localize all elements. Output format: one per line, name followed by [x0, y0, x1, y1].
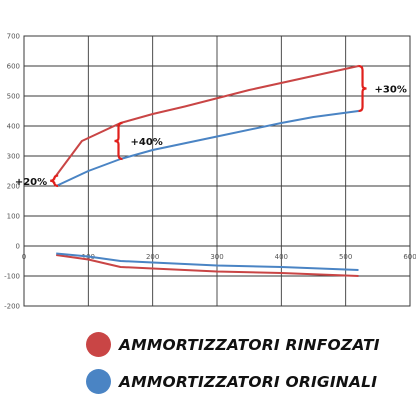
series-line-rinforzati-upper: [55, 65, 359, 177]
y-tick-label: -100: [4, 273, 20, 281]
series-line-originali-lower: [56, 252, 359, 271]
annotation-label: +20%: [15, 177, 47, 188]
x-tick-label: 400: [275, 253, 288, 261]
y-tick-label: 600: [7, 63, 20, 71]
legend-label-originali: AMMORTIZZATORI ORIGINALI: [119, 372, 378, 391]
legend-label-rinforzati: AMMORTIZZATORI RINFOZATI: [119, 335, 380, 354]
y-tick-label: 0: [16, 243, 20, 251]
y-tick-label: 500: [7, 93, 20, 101]
x-tick-label: 300: [210, 253, 223, 261]
y-tick-label: 700: [7, 33, 20, 41]
y-tick-label: -200: [4, 303, 20, 311]
legend-item-rinforzati: AMMORTIZZATORI RINFOZATI: [86, 332, 380, 357]
series-line-originali-upper: [55, 110, 359, 187]
y-tick-label: 300: [7, 153, 20, 161]
legend-item-originali: AMMORTIZZATORI ORIGINALI: [86, 369, 377, 394]
legend-swatch-red: [86, 332, 111, 357]
annotation-bracket: [50, 174, 59, 188]
annotation-label: +40%: [131, 137, 163, 148]
legend-swatch-blue: [86, 369, 111, 394]
x-tick-label: 600: [403, 253, 416, 261]
y-tick-label: 400: [7, 123, 20, 131]
annotation-bracket: [114, 121, 123, 161]
x-tick-label: 200: [146, 253, 159, 261]
x-tick-label: 0: [22, 253, 26, 261]
y-tick-label: 200: [7, 183, 20, 191]
x-tick-label: 500: [339, 253, 352, 261]
series-line-rinforzati-lower: [56, 254, 359, 277]
annotation-label: +30%: [375, 85, 407, 96]
y-tick-label: 100: [7, 213, 20, 221]
annotation-bracket: [358, 64, 367, 113]
